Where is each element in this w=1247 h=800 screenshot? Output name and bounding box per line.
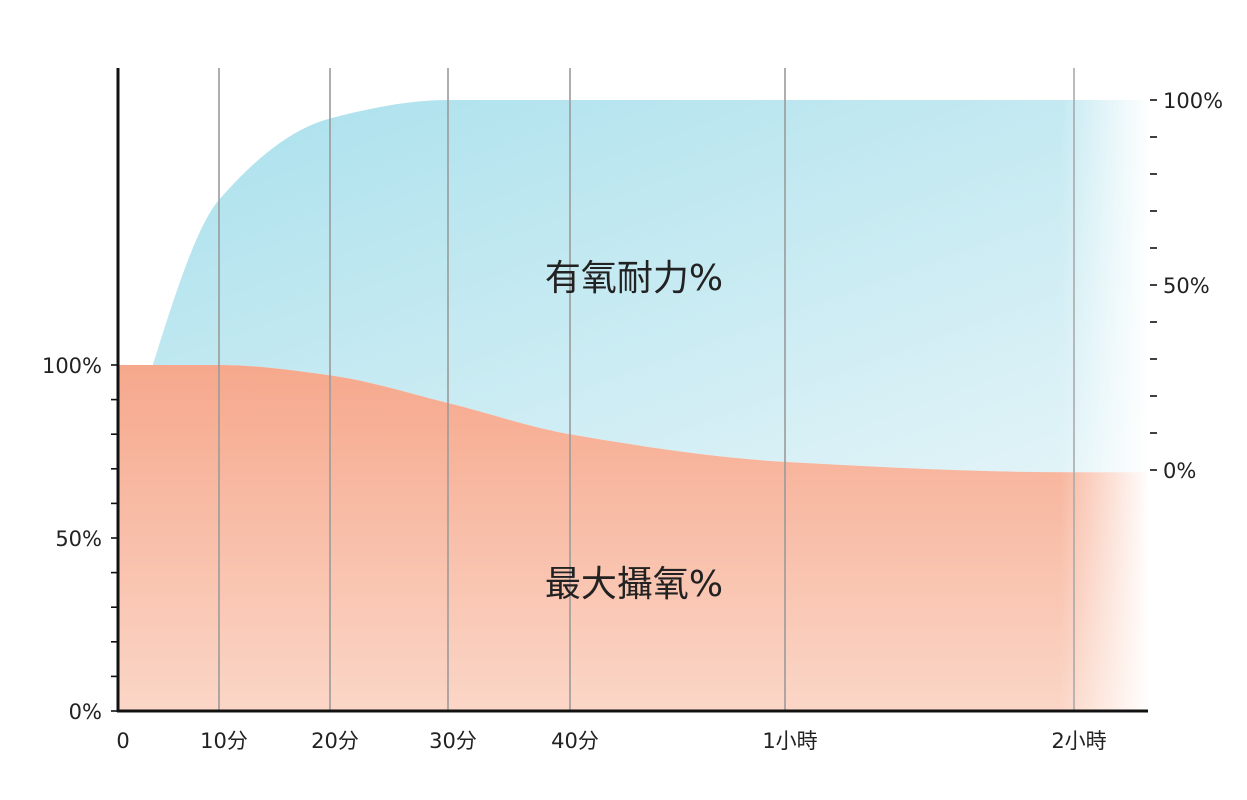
right-axis-label: 0% [1163,459,1196,483]
right-fade [1060,60,1155,712]
series-area-aerobic-endurance [118,100,1148,473]
x-axis-label: 30分 [429,729,477,753]
x-axis-label: 0 [116,729,129,753]
left-axis-label: 50% [55,527,102,551]
x-axis-label: 40分 [551,729,599,753]
series-area-max-oxygen-uptake [118,365,1148,711]
x-axis-label: 10分 [200,729,248,753]
left-axis-label: 0% [69,700,102,724]
x-axis-label: 1小時 [762,729,817,753]
series-label-aerobic-endurance: 有氧耐力% [545,258,723,299]
series-label-max-oxygen-uptake: 最大攝氧% [545,564,723,605]
left-axis-label: 100% [42,354,102,378]
x-axis-label: 20分 [311,729,359,753]
right-axis-label: 100% [1163,89,1223,113]
x-axis-label: 2小時 [1051,729,1106,753]
right-axis-label: 50% [1163,274,1210,298]
